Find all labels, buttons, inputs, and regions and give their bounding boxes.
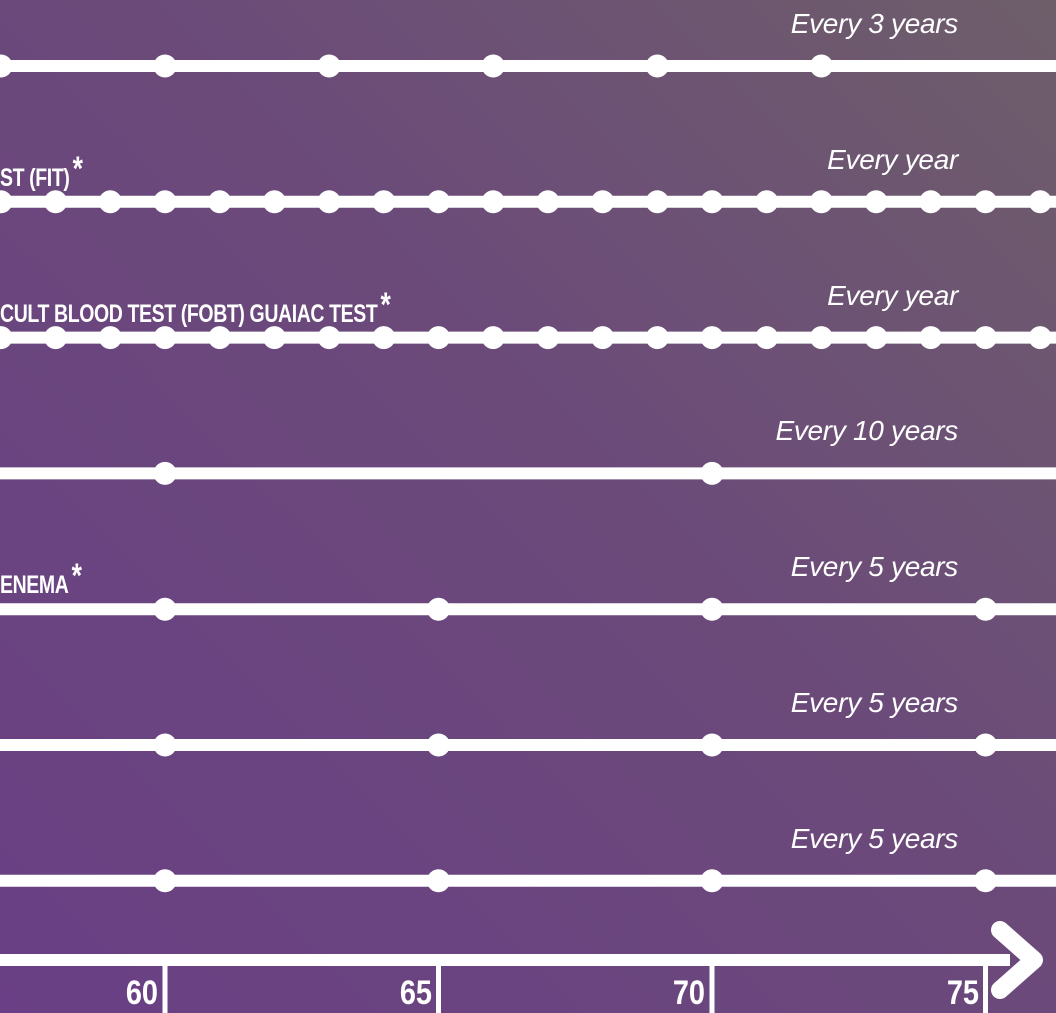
screening-dot [153, 869, 177, 893]
screening-dot [427, 733, 450, 757]
row-frequency: Every 3 years [790, 8, 959, 39]
screening-dot [262, 190, 286, 214]
screening-dot [0, 54, 13, 78]
screening-dot [809, 190, 833, 214]
screening-dot [98, 326, 122, 350]
screening-dot [755, 326, 779, 350]
asterisk-icon: * [71, 557, 82, 596]
age-axis-label: 65 [399, 974, 432, 1012]
screening-dot [317, 54, 341, 78]
screening-dot [153, 461, 177, 485]
screening-dot [755, 190, 779, 214]
screening-dot [974, 597, 997, 621]
row-frequency: Every 5 years [790, 687, 959, 718]
screening-dot [700, 597, 724, 621]
screening-dot [153, 190, 177, 214]
screening-dot [208, 326, 232, 350]
screening-dot [974, 733, 997, 757]
screening-dot [153, 733, 177, 757]
screening-dot [591, 190, 615, 214]
screening-dot [974, 190, 997, 214]
asterisk-icon: * [380, 285, 391, 324]
screening-dot [317, 190, 341, 214]
arrow-right-icon [991, 921, 1043, 999]
screening-dot [317, 326, 341, 350]
row-title: ENEMA* [0, 557, 82, 600]
age-axis-label: 60 [125, 974, 158, 1012]
screening-dot [44, 190, 68, 214]
screening-dot [700, 869, 724, 893]
screening-dot [645, 54, 669, 78]
screening-dot [153, 326, 177, 350]
screening-dot [974, 326, 997, 350]
screening-dot [700, 461, 724, 485]
age-axis-label: 75 [946, 974, 979, 1012]
screening-dot [153, 54, 177, 78]
screening-dot [700, 733, 724, 757]
row-frequency: Every year [827, 143, 958, 175]
asterisk-icon: * [72, 149, 83, 188]
screening-dot [974, 869, 997, 893]
screening-dot [481, 190, 505, 214]
screening-dot [809, 54, 833, 78]
screening-dot [645, 326, 669, 350]
row-title-text: ENEMA [0, 571, 69, 600]
screening-dot [1028, 326, 1052, 350]
screening-dot [700, 190, 724, 214]
screening-dot [427, 190, 450, 214]
screening-dot [98, 190, 122, 214]
screening-dot [919, 326, 943, 350]
row-frequency: Every year [827, 279, 958, 311]
row-title-text: CULT BLOOD TEST (FOBT) GUAIAC TEST [0, 299, 378, 328]
screening-dot [864, 190, 888, 214]
screening-dot [0, 326, 13, 350]
age-axis-label: 70 [672, 974, 705, 1012]
screening-dot [1028, 190, 1052, 214]
row-frequency: Every 10 years [775, 415, 958, 447]
screening-dot [427, 869, 450, 893]
screening-dot [591, 326, 615, 350]
screening-dot [372, 190, 396, 214]
screening-dot [44, 326, 68, 350]
row-frequency: Every 5 years [790, 551, 959, 583]
row-title: ST (FIT)* [0, 149, 83, 193]
screening-dot [481, 54, 505, 78]
screening-dot [262, 326, 286, 350]
screening-dot [700, 326, 724, 350]
screening-dot [536, 326, 560, 350]
screening-dot [645, 190, 669, 214]
row-title-text: ST (FIT) [0, 163, 70, 192]
screening-dot [919, 190, 943, 214]
screening-dot [0, 190, 13, 214]
screening-dot [809, 326, 833, 350]
screening-dot [481, 326, 505, 350]
screening-dot [208, 190, 232, 214]
row-title: CULT BLOOD TEST (FOBT) GUAIAC TEST* [0, 285, 391, 329]
screening-dot [427, 597, 450, 621]
screening-dot [153, 597, 177, 621]
screening-dot [427, 326, 450, 350]
screening-dot [536, 190, 560, 214]
screening-dot [372, 326, 396, 350]
screening-dot [864, 326, 888, 350]
row-frequency: Every 5 years [790, 822, 959, 854]
